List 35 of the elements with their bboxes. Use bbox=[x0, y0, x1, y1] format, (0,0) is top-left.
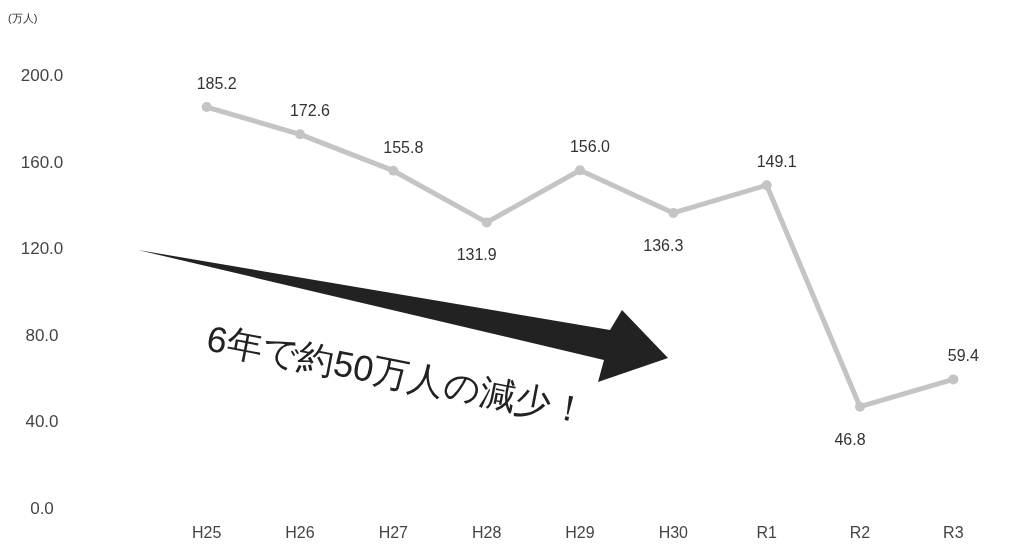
x-tick-label: R1 bbox=[756, 524, 777, 541]
x-tick-label: R3 bbox=[943, 524, 964, 541]
text: 185.2 bbox=[196, 75, 237, 93]
text: 149.1 bbox=[756, 153, 797, 171]
text: 136.3 bbox=[643, 236, 684, 254]
point bbox=[295, 129, 305, 140]
y-tick-label: 80.0 bbox=[25, 325, 59, 345]
x-tick-label: H25 bbox=[191, 524, 222, 541]
annotation: 6年で約50万人の減少！ bbox=[203, 317, 591, 432]
x-tick-label: H26 bbox=[285, 524, 315, 541]
point bbox=[948, 374, 959, 385]
x-tick-label: H29 bbox=[565, 524, 595, 541]
x-tick-label: H27 bbox=[378, 524, 409, 541]
text: 156.0 bbox=[569, 138, 611, 156]
text: 172.6 bbox=[289, 102, 331, 120]
y-tick-label: 200.0 bbox=[20, 66, 64, 85]
point bbox=[201, 102, 212, 113]
y-tick-label: 160.0 bbox=[20, 152, 64, 172]
point bbox=[855, 401, 865, 412]
y-axis-title: (万人) bbox=[8, 12, 38, 24]
y-tick-label: 120.0 bbox=[20, 239, 64, 259]
x-tick-label: R2 bbox=[849, 524, 871, 541]
text: 131.9 bbox=[456, 246, 497, 264]
point bbox=[575, 165, 585, 176]
y-tick-label: 40.0 bbox=[25, 412, 59, 432]
point bbox=[388, 165, 399, 176]
text: 59.4 bbox=[947, 347, 979, 365]
x-tick-label: H28 bbox=[471, 524, 502, 541]
point bbox=[668, 207, 679, 218]
text: 46.8 bbox=[834, 430, 866, 448]
point bbox=[761, 180, 772, 191]
y-tick-label: 0.0 bbox=[30, 499, 54, 518]
text: 155.8 bbox=[383, 138, 424, 156]
point bbox=[481, 217, 492, 228]
x-tick-label: H30 bbox=[658, 524, 689, 541]
